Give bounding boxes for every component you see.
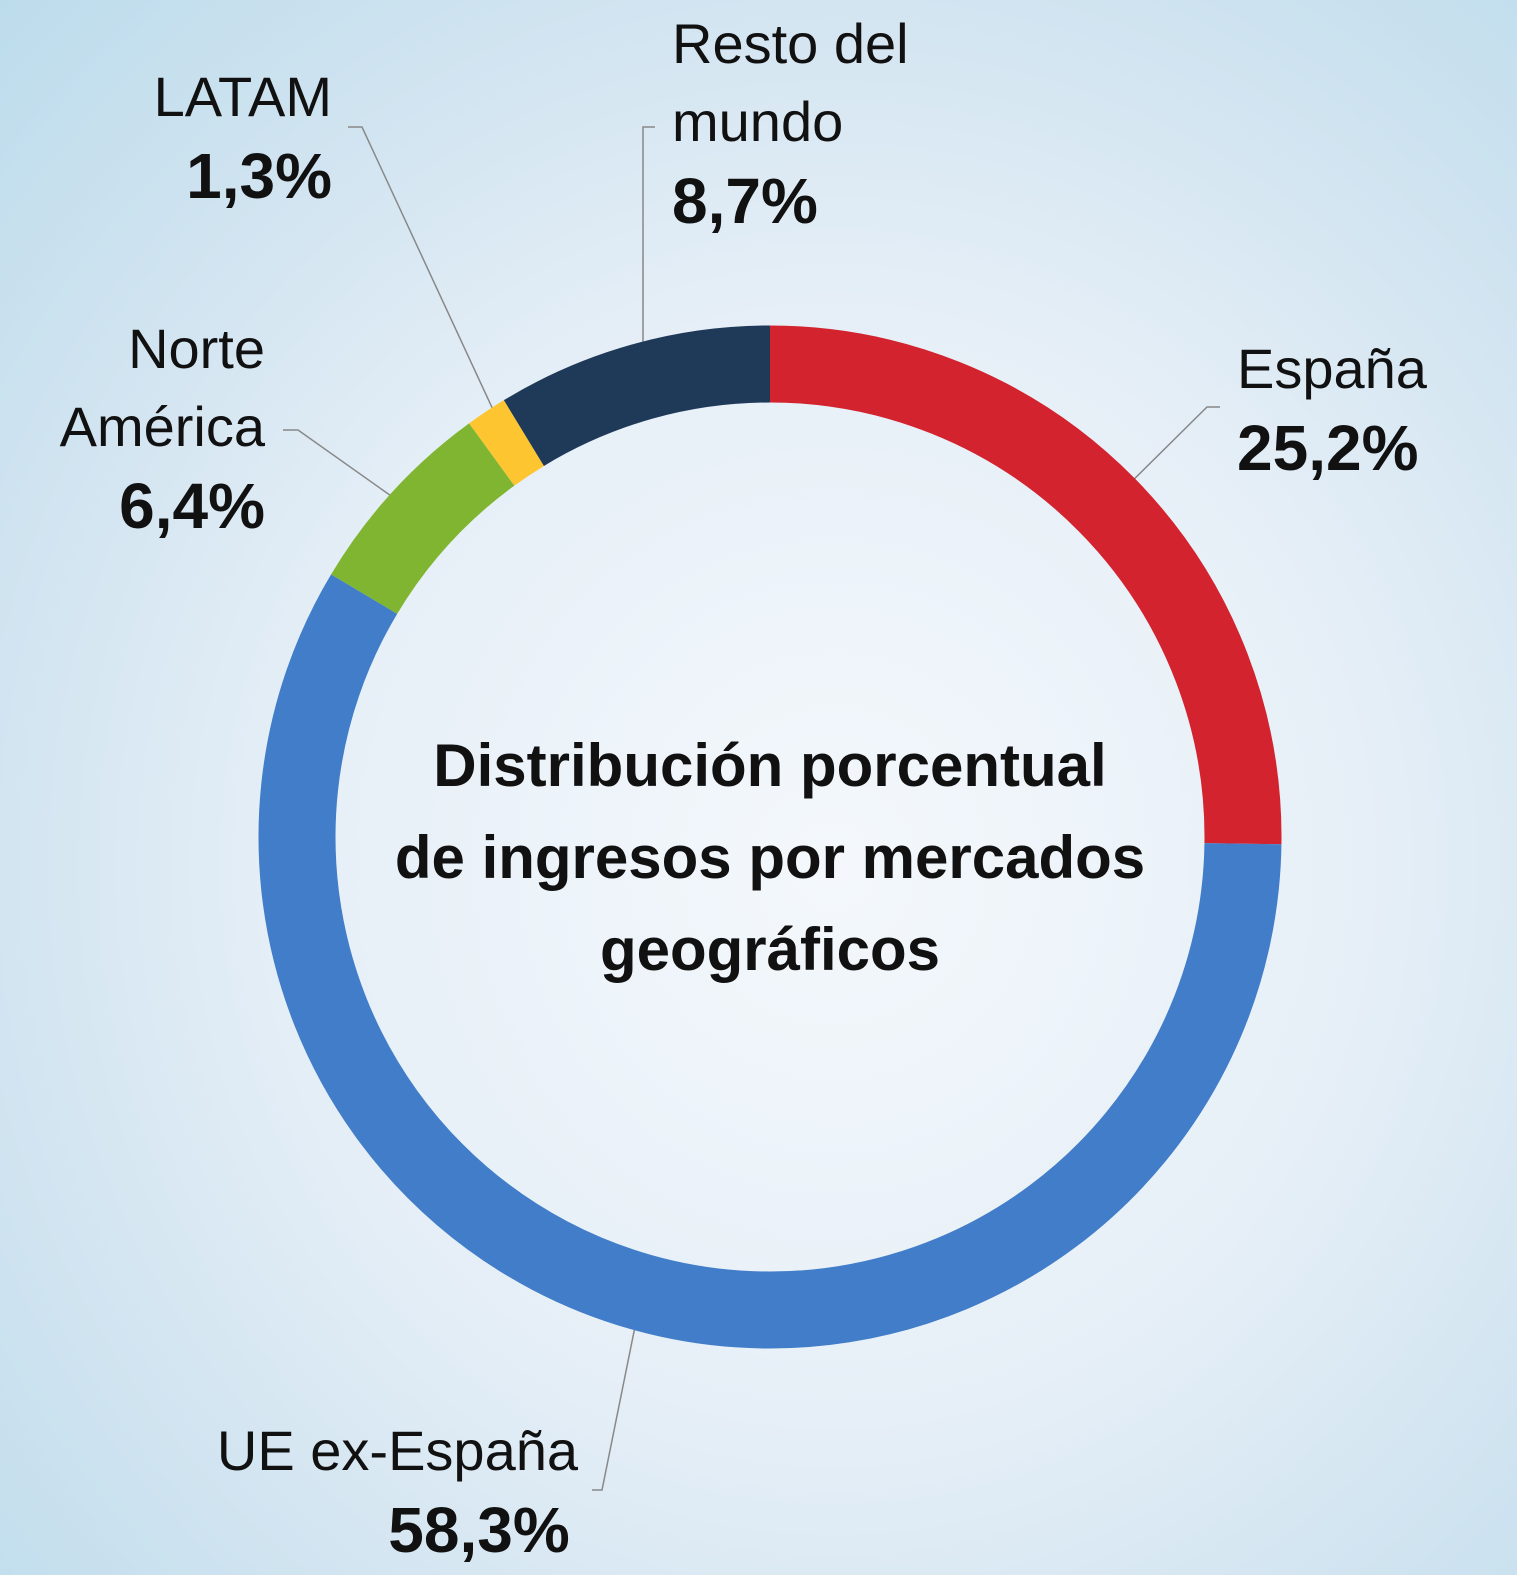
slice-label: Resto del mundo 8,7% xyxy=(672,5,942,241)
leader-line xyxy=(283,429,419,516)
category-label: LATAM xyxy=(153,65,332,128)
slice-label: LATAM 1,3% xyxy=(100,58,332,216)
leader-line xyxy=(642,126,655,382)
leader-line xyxy=(1107,406,1220,506)
donut-segment xyxy=(258,574,1282,1349)
value-label: 25,2% xyxy=(1237,412,1419,484)
donut-segment xyxy=(469,400,545,486)
leader-line xyxy=(348,126,509,443)
slice-label: Norte América 6,4% xyxy=(20,310,265,546)
value-label: 1,3% xyxy=(186,140,332,212)
slice-label: España 25,2% xyxy=(1237,330,1517,488)
leader-line xyxy=(592,1291,643,1491)
category-label: Resto del mundo xyxy=(672,12,909,153)
slice-label: UE ex-España 58,3% xyxy=(200,1412,578,1570)
category-label: UE ex-España xyxy=(216,1419,578,1482)
value-label: 58,3% xyxy=(388,1494,570,1566)
category-label: España xyxy=(1237,337,1427,400)
value-label: 6,4% xyxy=(119,470,265,542)
donut-segment xyxy=(331,423,515,615)
value-label: 8,7% xyxy=(672,165,818,237)
chart-title: Distribución porcentual de ingresos por … xyxy=(394,732,1146,983)
donut-segment xyxy=(503,325,771,467)
donut-segment xyxy=(769,325,1282,845)
category-label: Norte América xyxy=(59,317,265,458)
